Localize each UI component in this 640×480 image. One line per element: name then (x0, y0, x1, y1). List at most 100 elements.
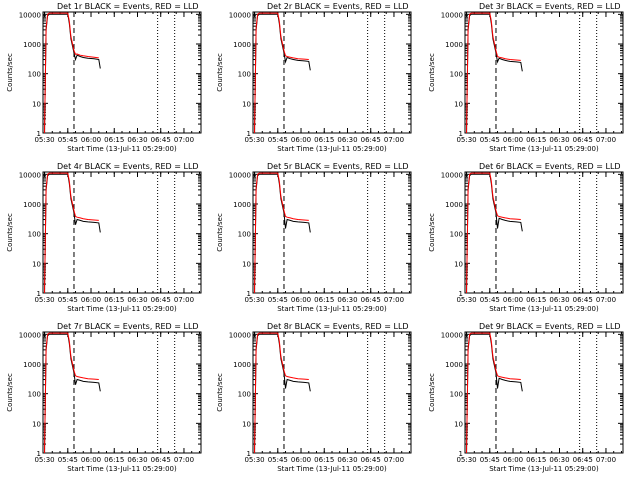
y-tick-label: 1000 (23, 201, 41, 209)
x-tick-label: 06:30 (549, 136, 569, 144)
panel-title: Det 8r BLACK = Events, RED = LLD (267, 322, 409, 331)
y-axis-label: Counts/sec (6, 213, 14, 252)
x-tick-label: 07:00 (174, 136, 194, 144)
y-tick-label: 10 (242, 420, 251, 428)
x-tick-label: 07:00 (596, 456, 616, 464)
panel-8: Det 8r BLACK = Events, RED = LLD 1 10 100 10… (216, 322, 412, 473)
panel-9: Det 9r BLACK = Events, RED = LLD 1 10 100 10… (428, 322, 624, 473)
y-tick-label: 10 (242, 260, 251, 268)
x-tick-label: 05:30 (244, 296, 264, 304)
x-axis-label: Start Time (13-Jul-11 05:29:00) (67, 465, 177, 473)
x-tick-label: 06:45 (151, 136, 171, 144)
x-tick-label: 05:30 (34, 456, 54, 464)
panel-title: Det 9r BLACK = Events, RED = LLD (479, 322, 621, 331)
series-lld (254, 332, 309, 454)
x-tick-label: 06:15 (526, 136, 546, 144)
x-tick-label: 07:00 (384, 136, 404, 144)
x-tick-label: 06:30 (127, 136, 147, 144)
x-tick-label: 05:30 (244, 136, 264, 144)
y-tick-label: 100 (28, 231, 41, 239)
panel-title: Det 3r BLACK = Events, RED = LLD (479, 2, 621, 11)
x-tick-label: 06:30 (337, 456, 357, 464)
y-axis-label: Counts/sec (428, 373, 436, 412)
y-tick-label: 10 (32, 100, 41, 108)
x-tick-label: 06:30 (127, 456, 147, 464)
x-tick-label: 06:45 (573, 136, 593, 144)
x-tick-label: 06:00 (81, 456, 101, 464)
plot-frame (252, 171, 412, 294)
series-lld (254, 12, 309, 134)
series-events (254, 173, 311, 294)
y-tick-label: 1000 (233, 201, 251, 209)
x-tick-label: 07:00 (384, 296, 404, 304)
series-lld (44, 12, 99, 134)
x-axis-label: Start Time (13-Jul-11 05:29:00) (277, 145, 387, 153)
y-tick-label: 10 (454, 100, 463, 108)
y-axis-label: Counts/sec (6, 53, 14, 92)
x-tick-label: 06:15 (104, 296, 124, 304)
x-tick-label: 05:45 (480, 456, 500, 464)
plot-frame (464, 331, 624, 454)
y-tick-label: 10000 (19, 11, 41, 19)
x-tick-label: 06:45 (151, 296, 171, 304)
y-tick-label: 10000 (19, 331, 41, 339)
y-tick-label: 10 (454, 420, 463, 428)
panel-title: Det 5r BLACK = Events, RED = LLD (267, 162, 409, 171)
plot-frame (464, 11, 624, 134)
y-tick-label: 10000 (229, 331, 251, 339)
x-tick-label: 06:30 (549, 296, 569, 304)
x-tick-label: 06:00 (291, 136, 311, 144)
x-tick-label: 06:15 (314, 136, 334, 144)
x-tick-label: 05:45 (480, 136, 500, 144)
y-tick-label: 1 (37, 290, 41, 298)
y-axis-label: Counts/sec (428, 213, 436, 252)
y-tick-label: 10000 (441, 11, 463, 19)
x-tick-label: 06:15 (314, 296, 334, 304)
y-tick-label: 10000 (229, 171, 251, 179)
x-tick-label: 06:30 (337, 296, 357, 304)
series-events (466, 333, 523, 454)
y-tick-label: 1 (37, 450, 41, 458)
x-axis-label: Start Time (13-Jul-11 05:29:00) (489, 145, 599, 153)
x-tick-label: 06:45 (573, 296, 593, 304)
panel-title: Det 6r BLACK = Events, RED = LLD (479, 162, 621, 171)
x-tick-label: 05:30 (456, 296, 476, 304)
y-tick-label: 1000 (233, 361, 251, 369)
panel-5: Det 5r BLACK = Events, RED = LLD 1 10 100 10… (216, 162, 412, 313)
x-axis-label: Start Time (13-Jul-11 05:29:00) (277, 305, 387, 313)
y-tick-label: 10000 (19, 171, 41, 179)
x-tick-label: 06:00 (503, 296, 523, 304)
y-tick-label: 100 (238, 391, 251, 399)
x-tick-label: 05:45 (58, 456, 78, 464)
y-tick-label: 100 (450, 231, 463, 239)
x-tick-label: 07:00 (596, 296, 616, 304)
plot-frame (42, 171, 202, 294)
y-tick-label: 1 (247, 290, 251, 298)
series-events (254, 333, 311, 454)
x-tick-label: 06:30 (127, 296, 147, 304)
x-tick-label: 05:30 (34, 136, 54, 144)
x-tick-label: 06:45 (361, 136, 381, 144)
y-tick-label: 100 (450, 391, 463, 399)
panel-6: Det 6r BLACK = Events, RED = LLD 1 10 100 10… (428, 162, 624, 313)
plot-frame (252, 331, 412, 454)
x-tick-label: 05:30 (456, 456, 476, 464)
series-events (466, 173, 523, 294)
y-tick-label: 10 (32, 260, 41, 268)
panel-3: Det 3r BLACK = Events, RED = LLD 1 10 100 10… (428, 2, 624, 153)
y-tick-label: 100 (238, 71, 251, 79)
plot-frame (42, 11, 202, 134)
panel-4: Det 4r BLACK = Events, RED = LLD 1 10 100 10… (6, 162, 202, 313)
x-tick-label: 06:45 (573, 456, 593, 464)
y-tick-label: 100 (450, 71, 463, 79)
y-axis-label: Counts/sec (216, 373, 224, 412)
series-lld (466, 12, 521, 134)
x-tick-label: 05:45 (268, 296, 288, 304)
x-tick-label: 06:00 (81, 296, 101, 304)
y-axis-label: Counts/sec (216, 53, 224, 92)
y-tick-label: 1 (37, 130, 41, 138)
x-tick-label: 06:00 (291, 456, 311, 464)
y-tick-label: 10000 (441, 331, 463, 339)
y-tick-label: 10 (454, 260, 463, 268)
y-tick-label: 1000 (445, 41, 463, 49)
